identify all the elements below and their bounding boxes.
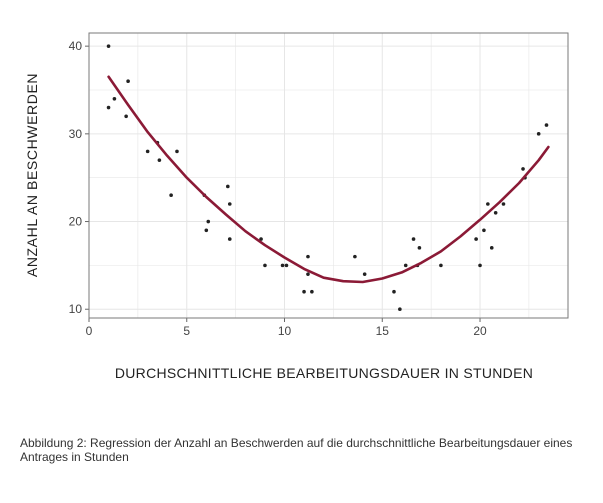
data-point [306,272,310,276]
data-point [124,114,128,119]
data-point [501,202,506,206]
data-point [439,263,443,268]
data-point [486,202,490,206]
figure-caption: Abbildung 2: Regression der Anzahl an Be… [20,436,573,464]
data-point [157,158,162,162]
data-point [353,254,357,259]
x-tick-label: 20 [473,324,487,338]
data-point [521,167,525,171]
data-point [204,228,209,233]
data-point [227,202,232,206]
y-axis-label: ANZAHL AN BESCHWERDEN [24,72,40,278]
data-point [227,237,232,241]
data-point [306,254,310,259]
regression-line [107,75,550,284]
data-point [474,237,478,241]
data-point [226,184,230,189]
data-point [310,289,314,294]
data-point [106,44,111,48]
data-point [112,96,117,101]
y-axis-label-container: ANZAHL AN BESCHWERDEN [10,40,54,310]
data-point [263,263,267,268]
data-point [106,105,111,110]
y-tick-label: 40 [69,39,83,53]
data-point [489,246,494,250]
data-point [302,289,306,294]
data-point [284,263,289,268]
data-point [175,149,179,154]
data-point [169,193,173,198]
data-point [206,219,211,224]
data-point [259,237,263,241]
data-point [280,263,285,268]
data-point [411,237,416,241]
data-point [126,79,130,84]
data-point [478,263,482,268]
plot-background [89,33,568,318]
data-point [392,289,396,294]
x-tick-label: 10 [278,324,292,338]
data-point [482,228,486,233]
data-point [417,246,422,250]
x-tick-label: 0 [86,324,93,338]
y-tick-label: 20 [69,215,83,229]
data-point [145,149,150,154]
data-point [398,307,402,312]
data-point [403,263,408,268]
data-point [493,210,498,215]
x-tick-label: 15 [376,324,390,338]
y-tick-label: 30 [69,127,83,141]
data-point [544,123,549,127]
x-axis-label: DURCHSCHNITTLICHE BEARBEITUNGSDAUER IN S… [114,365,534,381]
plot-frame [88,32,569,319]
data-point [536,132,541,136]
data-point [362,272,367,276]
x-tick-label: 5 [183,324,190,338]
y-tick-label: 10 [69,302,83,316]
